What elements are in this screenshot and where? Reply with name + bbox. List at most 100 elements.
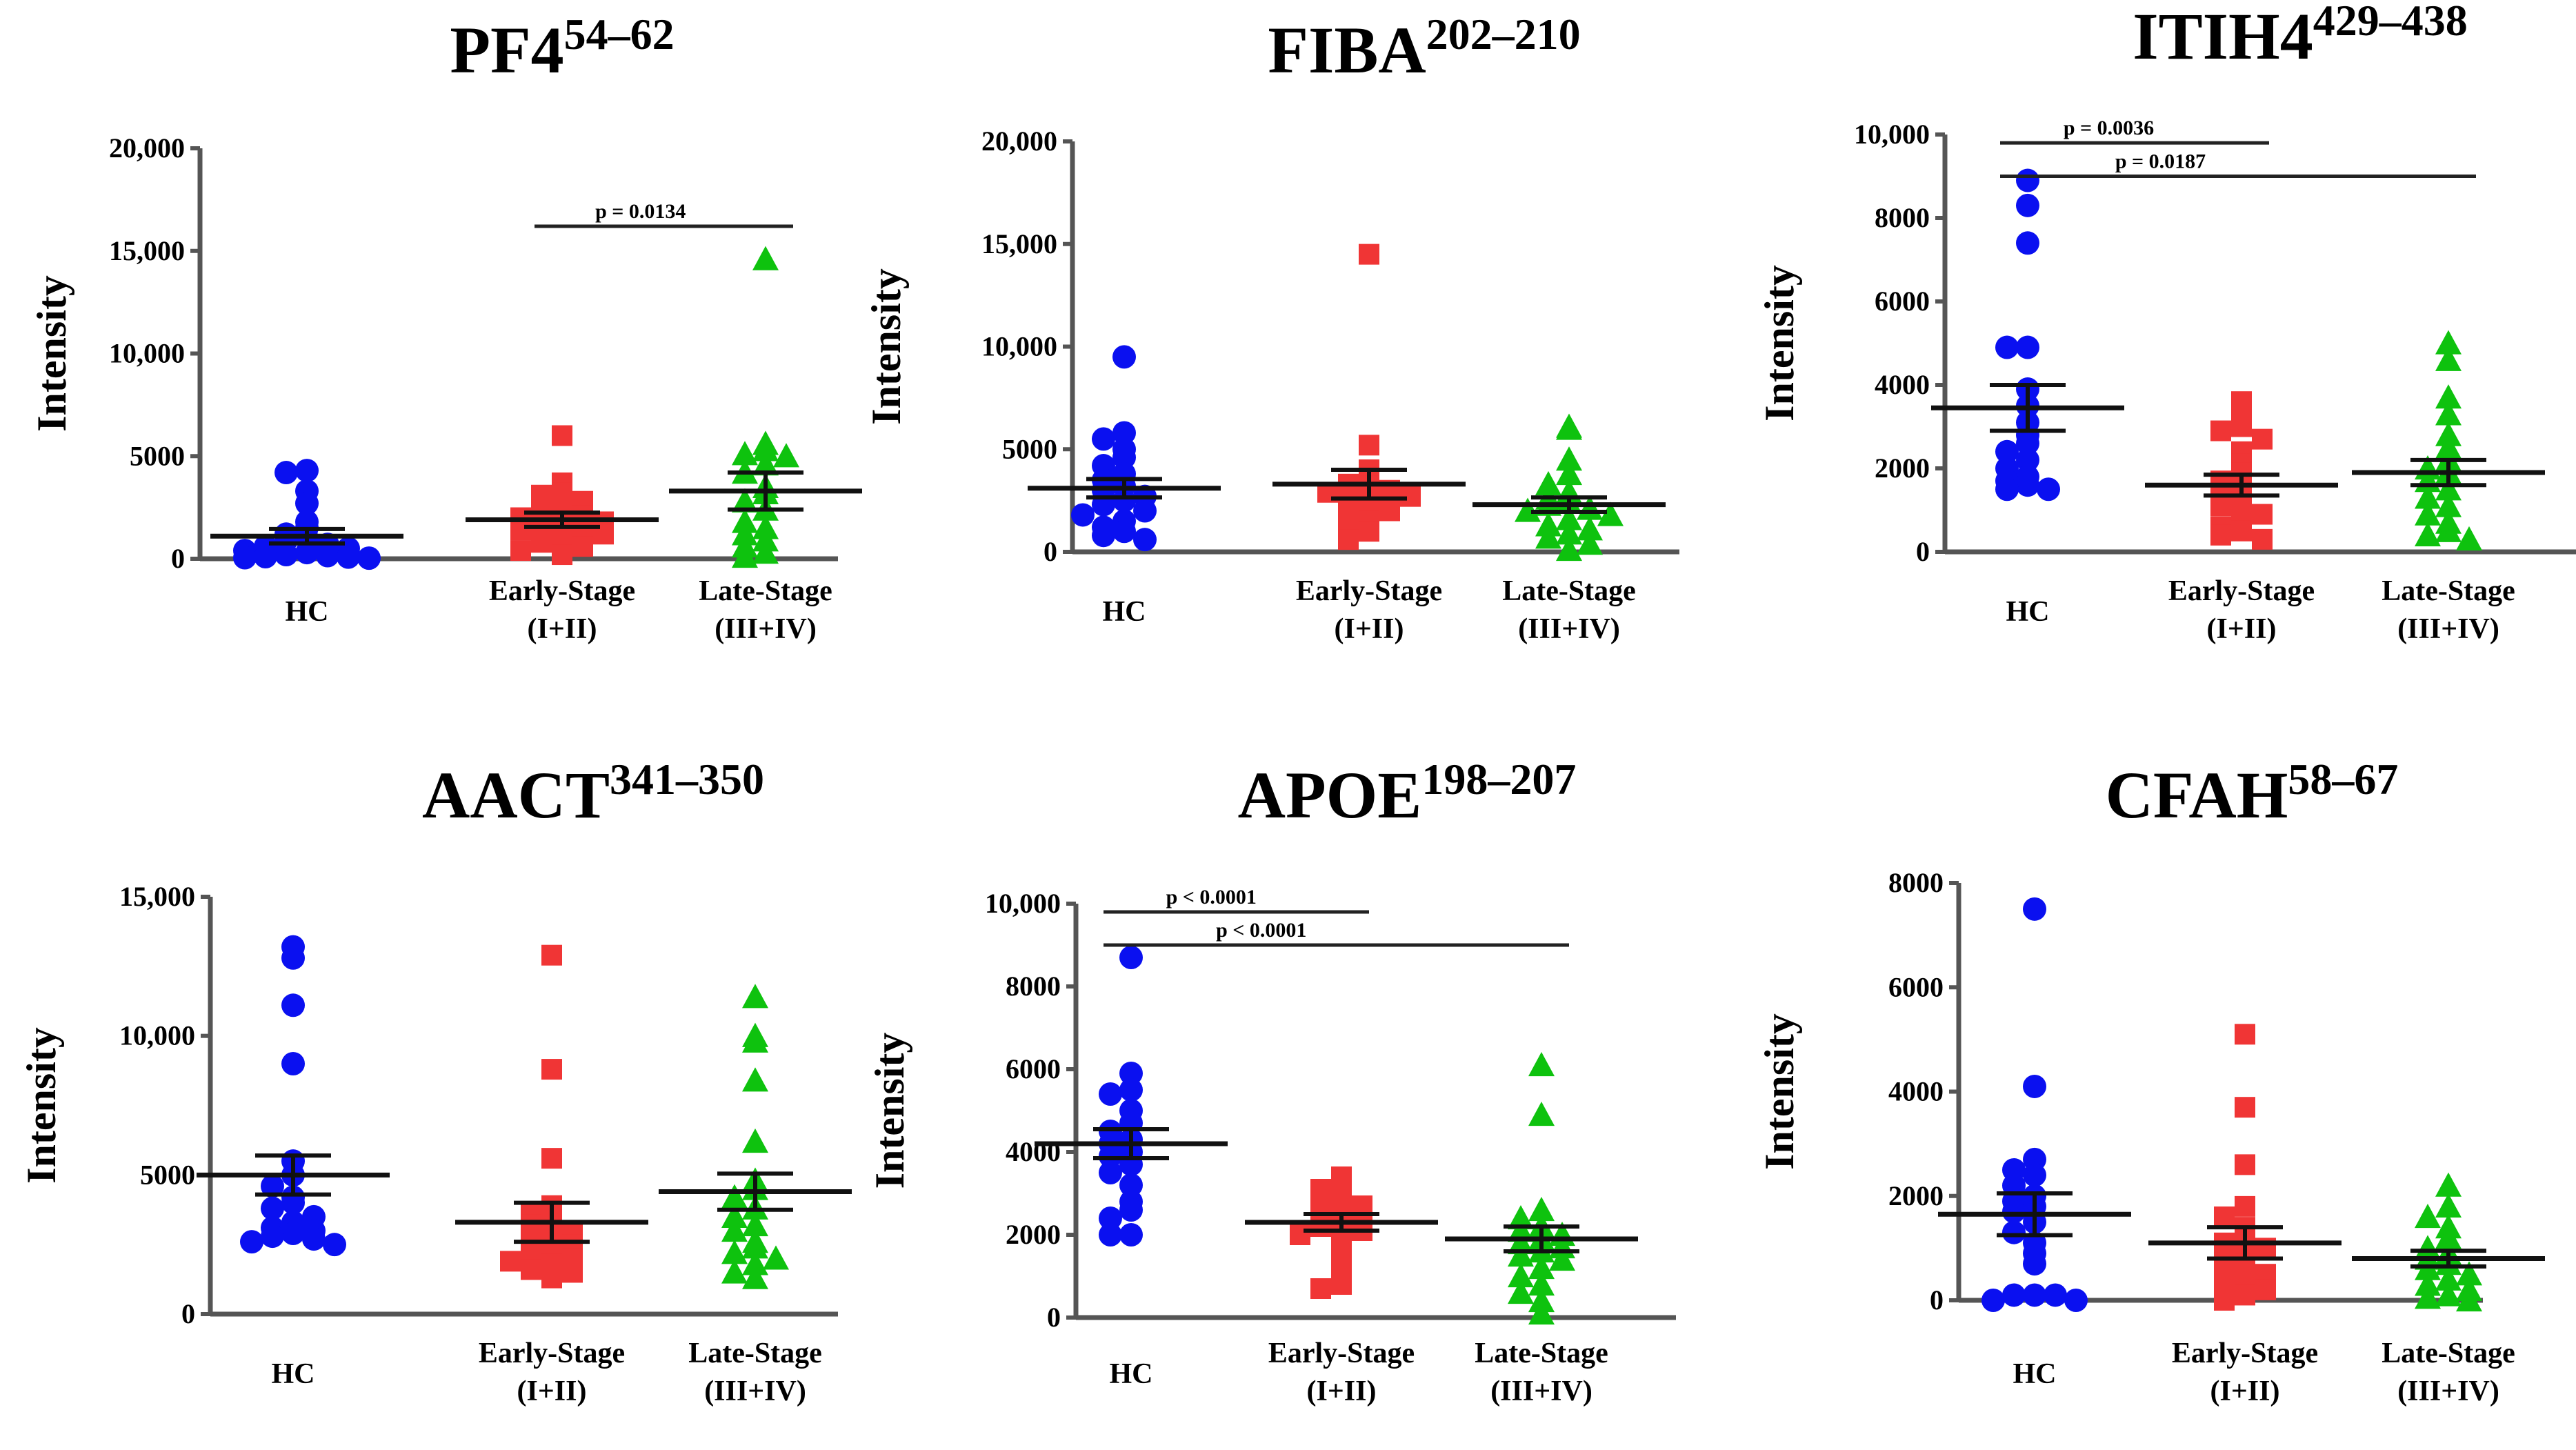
chart-title-main: APOE — [1238, 758, 1422, 832]
series-square — [2148, 1024, 2342, 1311]
data-point — [1071, 503, 1095, 527]
data-point — [2023, 1283, 2046, 1307]
data-point — [1119, 1062, 1143, 1085]
data-point — [1331, 1274, 1352, 1295]
data-point — [2435, 401, 2462, 426]
data-point — [1528, 1255, 1555, 1280]
x-category-label: Early-Stage — [479, 1338, 625, 1369]
x-category-label: Late-Stage — [2382, 1338, 2515, 1369]
y-tick-label: 8000 — [1888, 867, 1944, 898]
chart-panel-itih4: ITIH4429–438 Intensity 0 2000 4000 6000 8000 10… — [1757, 0, 2576, 645]
data-point — [1508, 1230, 1534, 1255]
data-point — [2435, 517, 2462, 542]
data-point — [1099, 1206, 1122, 1230]
data-point — [1119, 1173, 1143, 1197]
series-circle — [197, 935, 390, 1257]
x-category-label: Late-Stage — [699, 575, 832, 607]
data-point — [752, 539, 779, 564]
data-point — [2415, 522, 2441, 546]
data-point — [510, 540, 531, 562]
y-tick-label: 10,000 — [981, 331, 1057, 362]
data-point — [2435, 346, 2462, 371]
data-point — [721, 1259, 748, 1284]
data-point — [1310, 1278, 1331, 1299]
data-point — [281, 1191, 305, 1215]
x-category-label: HC — [1103, 596, 1146, 628]
y-axis-label: Intensity — [1757, 1013, 1802, 1170]
y-tick-label: 20,000 — [109, 132, 185, 163]
series-triangle — [669, 246, 862, 568]
data-point — [281, 946, 305, 970]
data-point — [1556, 520, 1582, 545]
y-axis-label: Intensity — [1757, 265, 1802, 421]
data-point — [1099, 1082, 1122, 1106]
y-axis-label: Intensity — [19, 1027, 64, 1184]
data-point — [1099, 1161, 1122, 1184]
y-tick-label: 8000 — [1875, 202, 1930, 233]
data-point — [2214, 1290, 2235, 1311]
y-tick-label: 20,000 — [981, 126, 1057, 157]
data-point — [1577, 530, 1603, 555]
series-triangle — [2352, 1172, 2545, 1312]
data-point — [773, 443, 799, 468]
series-square — [1245, 1166, 1438, 1299]
data-point — [2435, 476, 2462, 501]
data-point — [2231, 520, 2252, 542]
data-point — [2415, 1204, 2441, 1229]
series-square — [455, 944, 648, 1289]
chart-title: FIBA202–210 — [1268, 10, 1580, 87]
data-point — [357, 546, 381, 570]
data-point — [2435, 434, 2462, 459]
x-category-label: Late-Stage — [1502, 575, 1636, 607]
data-point — [742, 984, 768, 1009]
x-category-label: HC — [1110, 1358, 1153, 1390]
data-point — [1556, 415, 1582, 440]
chart-title-superscript: 54–62 — [564, 10, 675, 59]
data-point — [752, 437, 779, 461]
data-point — [1092, 524, 1115, 548]
series-circle — [1938, 897, 2131, 1312]
x-category-sublabel: (I+II) — [1335, 613, 1404, 645]
data-point — [500, 1251, 521, 1272]
series-triangle — [2352, 330, 2545, 550]
data-point — [721, 1218, 748, 1242]
data-point — [2456, 526, 2482, 550]
data-point — [1556, 446, 1582, 471]
y-tick-label: 5000 — [1002, 433, 1057, 464]
data-point — [752, 451, 779, 476]
data-point — [1981, 1289, 2005, 1312]
data-point — [1995, 335, 2019, 359]
y-tick-label: 8000 — [1006, 971, 1061, 1002]
y-tick-label: 0 — [1916, 536, 1930, 567]
data-point — [2002, 1283, 2026, 1307]
data-point — [1119, 1198, 1143, 1222]
data-point — [752, 246, 779, 270]
data-point — [1528, 1052, 1555, 1077]
data-point — [2044, 1283, 2067, 1307]
x-category-label: Late-Stage — [688, 1338, 822, 1369]
data-point — [1508, 1263, 1534, 1288]
data-point — [1338, 529, 1359, 550]
data-point — [1528, 1102, 1555, 1126]
x-category-sublabel: (I+II) — [517, 1375, 587, 1407]
data-point — [233, 546, 257, 570]
series-triangle — [659, 984, 852, 1289]
data-point — [742, 1264, 768, 1289]
x-category-sublabel: (I+II) — [2210, 1375, 2280, 1407]
data-point — [2435, 1172, 2462, 1197]
series-square — [466, 425, 659, 566]
chart-title-main: PF4 — [450, 13, 563, 87]
chart-panel-cfah: CFAH58–67 Intensity 0 2000 4000 6000 8000 HC Ear… — [1757, 755, 2545, 1407]
data-point — [254, 545, 277, 569]
data-point — [281, 1052, 305, 1075]
series-circle — [1931, 168, 2124, 501]
data-point — [732, 544, 758, 568]
y-tick-label: 0 — [1047, 1302, 1061, 1333]
data-point — [2231, 416, 2252, 437]
data-point — [2016, 168, 2039, 192]
data-point — [1338, 477, 1359, 499]
series-circle — [1035, 946, 1228, 1247]
y-tick-label: 0 — [181, 1298, 195, 1329]
data-point — [752, 515, 779, 539]
data-point — [742, 1211, 768, 1237]
